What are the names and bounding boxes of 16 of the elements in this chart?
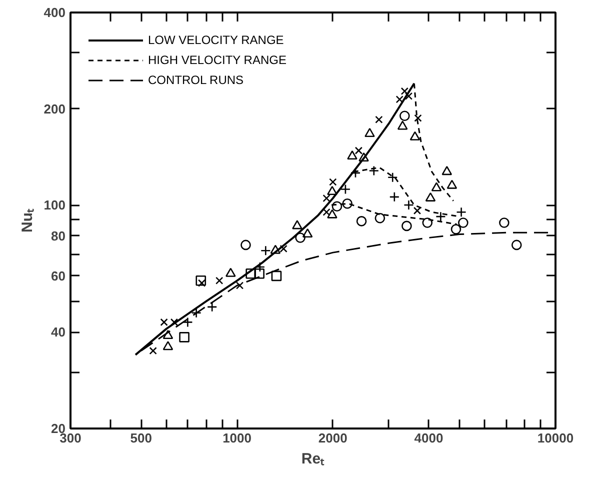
y-tick-label: 100 (44, 198, 66, 213)
y-tick-label: 80 (51, 228, 66, 244)
y-tick-label: 400 (44, 5, 66, 20)
x-tick-label: 2000 (318, 430, 348, 446)
x-axis-title: Reₜ (301, 450, 325, 468)
y-tick-label: 60 (51, 268, 66, 284)
legend-label: LOW VELOCITY RANGE (148, 33, 284, 47)
legend-label: CONTROL RUNS (148, 73, 244, 87)
y-axis-title: Nuₜ (18, 208, 36, 232)
legend-label: HIGH VELOCITY RANGE (148, 53, 286, 67)
y-tick-label: 200 (44, 101, 66, 116)
x-tick-label: 1000 (222, 430, 252, 446)
x-tick-label: 500 (130, 430, 152, 446)
y-tick-label: 40 (51, 324, 66, 340)
x-tick-label: 4000 (414, 430, 444, 446)
x-tick-label: 10000 (537, 430, 574, 446)
